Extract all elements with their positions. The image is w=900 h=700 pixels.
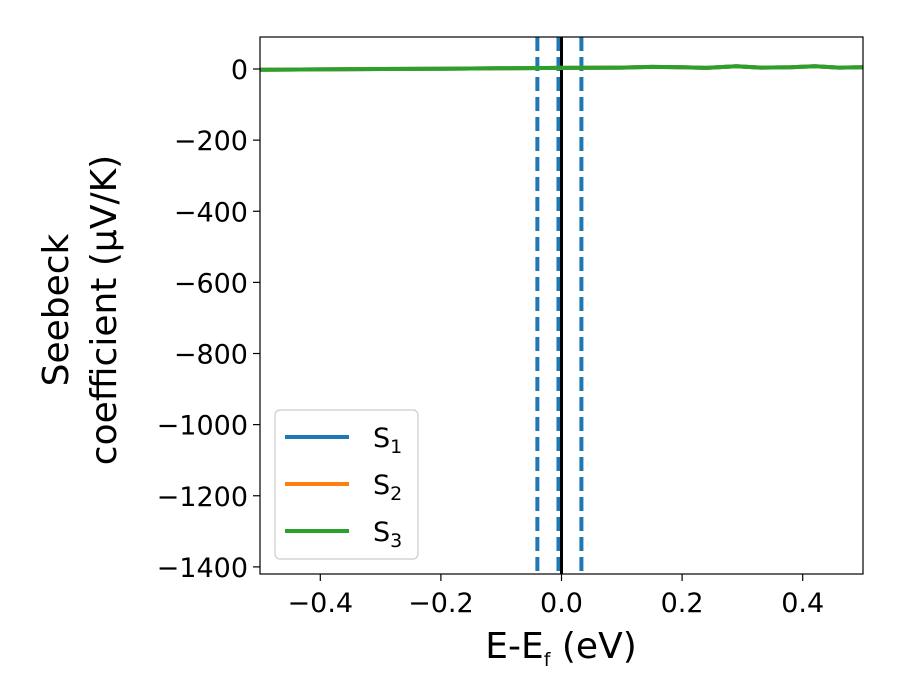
legend-label-1: S1 <box>373 423 402 458</box>
y-tick-label: −1400 <box>157 553 248 584</box>
x-tick-label: −0.2 <box>408 588 474 619</box>
plot-area <box>260 37 863 574</box>
x-tick-label: 0.0 <box>540 588 583 619</box>
x-axis-title: E-Ef (eV) <box>485 626 637 671</box>
y-tick-label: −1000 <box>157 411 248 442</box>
axes: −0.4 −0.2 0.0 0.2 0.4 0 −200 −400 −600 −800 −1000 −… <box>157 36 864 619</box>
y-axis-title: Seebeck coefficient (μV/K) <box>36 155 125 465</box>
legend-label-2: S2 <box>373 470 402 505</box>
x-tick-label: −0.4 <box>288 588 354 619</box>
x-tick-label: 0.2 <box>661 588 704 619</box>
y-axis-title-line1: Seebeck <box>36 233 77 386</box>
legend-label-3: S3 <box>373 517 402 552</box>
y-tick-label: −1200 <box>157 482 248 513</box>
legend: S1 S2 S3 <box>274 409 419 560</box>
x-tick-label: 0.4 <box>781 588 824 619</box>
series-line-s3 <box>260 64 863 72</box>
y-axis-title-line2: coefficient (μV/K) <box>84 155 125 465</box>
y-tick-label: −200 <box>174 126 248 157</box>
y-tick-label: −800 <box>174 340 248 371</box>
y-tick-label: −600 <box>174 268 248 299</box>
y-tick-label: −400 <box>174 197 248 228</box>
y-tick-label: 0 <box>231 55 248 86</box>
